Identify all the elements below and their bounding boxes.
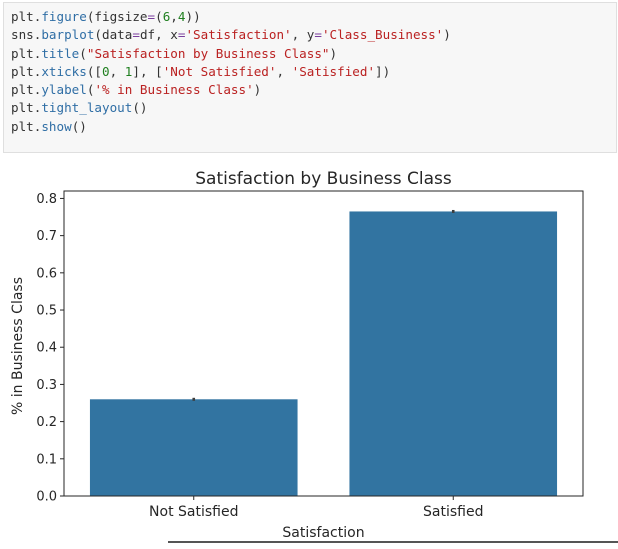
code-token: 1 [124, 63, 133, 79]
code-line: plt.show() [11, 118, 451, 136]
bar [89, 399, 298, 496]
code-token: , [276, 63, 292, 79]
code-token: 'Satisfaction' [185, 27, 292, 43]
cell-output: Satisfaction by Business Class Satisfact… [0, 160, 618, 545]
code-token: 0 [102, 63, 110, 79]
code-token: = [177, 27, 186, 43]
bar-chart: Satisfaction by Business Class Satisfact… [10, 169, 584, 541]
y-tick-label: 0.0 [36, 490, 57, 505]
x-axis-label: Satisfaction [282, 525, 364, 541]
code-line: plt.title("Satisfaction by Business Clas… [11, 45, 451, 63]
code-line: plt.figure(figsize=(6,4)) [11, 8, 451, 26]
code-token: , [109, 63, 125, 79]
code-token: sns. [11, 27, 42, 43]
code-token: 'Not Satisfied' [162, 63, 277, 79]
code-token: plt. [11, 100, 42, 116]
code-token: xticks [41, 63, 87, 79]
code-lines: plt.figure(figsize=(6,4)) sns.barplot(dat… [11, 8, 451, 136]
code-token: ylabel [41, 82, 87, 98]
code-token: 'Satisfied' [291, 63, 376, 79]
y-tick-label: 0.1 [36, 452, 57, 467]
code-token: plt. [11, 9, 42, 24]
code-token: ) [253, 82, 262, 98]
code-token: , [170, 9, 178, 24]
x-tick-label: Satisfied [423, 504, 483, 520]
code-token: show [41, 118, 72, 134]
code-token: = [314, 27, 322, 43]
code-token: (figsize [86, 9, 148, 24]
code-line: plt.tight_layout() [11, 99, 451, 117]
code-token: 6 [162, 9, 171, 24]
code-token: ( [155, 9, 163, 24]
x-tick-label: Not Satisfied [149, 504, 238, 520]
code-line: sns.barplot(data=df, x='Satisfaction', y… [11, 26, 451, 44]
code-token: '% in Business Class' [94, 82, 254, 98]
code-line: plt.ylabel('% in Business Class') [11, 81, 451, 99]
chart-title: Satisfaction by Business Class [195, 169, 452, 189]
code-token: )) [185, 9, 201, 24]
code-token: (data [94, 27, 133, 43]
code-token: plt. [11, 45, 42, 61]
code-token: plt. [11, 118, 42, 134]
y-tick-label: 0.8 [36, 192, 57, 207]
code-token: plt. [11, 63, 42, 79]
code-token: ) [443, 27, 451, 43]
code-cell[interactable]: plt.figure(figsize=(6,4)) sns.barplot(dat… [3, 2, 617, 153]
plot-frame [63, 190, 584, 497]
code-token: , y [291, 27, 315, 43]
code-token: 'Class_Business' [321, 27, 444, 43]
y-axis-label: % in Business Class [10, 277, 26, 415]
code-token: "Satisfaction by Business Class" [86, 45, 330, 61]
code-token: ( [79, 45, 87, 61]
code-token: = [147, 9, 156, 24]
code-token: ) [329, 45, 338, 61]
code-token: 4 [177, 9, 186, 24]
code-token: () [132, 100, 148, 116]
y-tick-label: 0.7 [36, 229, 57, 244]
code-token: () [71, 118, 87, 134]
code-token: ([ [86, 63, 103, 79]
code-token: tight_layout [41, 100, 133, 116]
code-token: = [132, 27, 140, 43]
y-tick-label: 0.5 [36, 304, 57, 319]
code-token: ( [86, 82, 95, 98]
code-token: plt. [11, 82, 42, 98]
code-token: figure [41, 9, 87, 24]
y-tick-label: 0.2 [36, 415, 57, 430]
code-token: df, x [139, 27, 178, 43]
y-tick-label: 0.4 [36, 341, 57, 356]
code-token: title [41, 45, 80, 61]
y-tick-label: 0.6 [36, 266, 57, 281]
code-token: ], [ [132, 63, 163, 79]
bar [349, 211, 558, 496]
code-token: barplot [41, 27, 95, 43]
code-token: ]) [375, 63, 391, 79]
output-scroll-indicator [168, 541, 618, 543]
code-line: plt.xticks([0, 1], ['Not Satisfied', 'Sa… [11, 63, 451, 81]
y-tick-label: 0.3 [36, 378, 57, 393]
